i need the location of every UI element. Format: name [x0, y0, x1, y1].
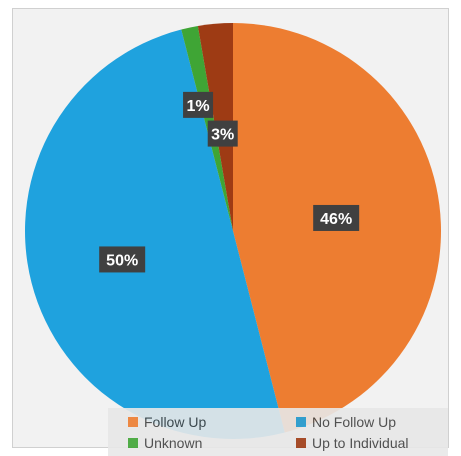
data-label-text-follow-up: 46% — [320, 211, 352, 228]
legend-label-follow-up: Follow Up — [144, 414, 207, 430]
data-label-box-follow-up — [313, 204, 360, 231]
legend-label-up-to-individual: Up to Individual — [312, 435, 409, 451]
legend-swatch-follow-up — [128, 417, 138, 427]
legend-item-up-to-individual: Up to Individual — [296, 435, 409, 451]
legend-label-unknown: Unknown — [144, 435, 203, 451]
legend-swatch-no-follow-up — [296, 417, 306, 427]
legend-item-no-follow-up: No Follow Up — [296, 414, 396, 430]
pie-chart: 46% 50% 1%3% — [25, 23, 442, 439]
legend-label-no-follow-up: No Follow Up — [312, 414, 397, 430]
chart-area: 46% 50% 1% 3% Follow Up No Follow Up Unknow… — [12, 8, 449, 456]
pie-slice-no-follow-up — [25, 29, 285, 439]
data-label-no-follow-up: 50% — [99, 246, 146, 273]
legend: Follow Up No Follow Up Unknown Up to Ind… — [108, 408, 448, 456]
data-label-unknown: 1% — [183, 91, 214, 118]
data-label-text-unknown: 1% — [186, 98, 209, 115]
data-label-text-up-to-individual: 3% — [211, 127, 234, 144]
data-label-box-no-follow-up — [99, 246, 146, 273]
legend-swatch-unknown — [128, 438, 138, 448]
data-label-box-up-to-individual — [207, 120, 238, 147]
legend-item-follow-up: Follow Up — [128, 414, 206, 430]
data-label-text-no-follow-up: 50% — [106, 252, 138, 269]
legend-item-unknown: Unknown — [128, 435, 202, 451]
data-label-box-unknown — [183, 91, 214, 118]
data-label-follow-up: 46% — [313, 204, 360, 231]
pie-slice-unknown — [181, 25, 233, 231]
data-label-up-to-individual: 3% — [207, 120, 238, 147]
legend-swatch-up-to-individual — [296, 438, 306, 448]
